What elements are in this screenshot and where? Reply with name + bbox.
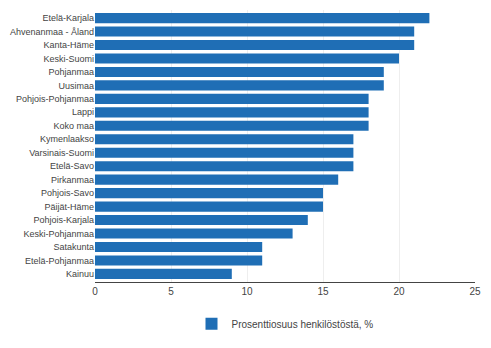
svg-text:Kanta-Häme: Kanta-Häme	[43, 40, 94, 50]
svg-text:Uusimaa: Uusimaa	[58, 81, 94, 91]
svg-text:Pohjois-Pohjanmaa: Pohjois-Pohjanmaa	[16, 94, 94, 104]
svg-text:Etelä-Pohjanmaa: Etelä-Pohjanmaa	[25, 256, 94, 266]
svg-text:25: 25	[469, 286, 481, 297]
svg-text:Kainuu: Kainuu	[66, 269, 94, 279]
svg-text:20: 20	[393, 286, 405, 297]
svg-text:Keski-Suomi: Keski-Suomi	[43, 54, 94, 64]
svg-text:Kymenlaakso: Kymenlaakso	[40, 134, 94, 144]
svg-text:Keski-Pohjanmaa: Keski-Pohjanmaa	[23, 229, 94, 239]
svg-text:0: 0	[92, 286, 98, 297]
svg-text:Pohjanmaa: Pohjanmaa	[48, 67, 94, 77]
svg-text:Lappi: Lappi	[72, 107, 94, 117]
svg-text:5: 5	[168, 286, 174, 297]
svg-text:Etelä-Karjala: Etelä-Karjala	[42, 13, 94, 23]
svg-text:Prosenttiosuus henkilöstöstä,: Prosenttiosuus henkilöstöstä, %	[232, 319, 374, 330]
svg-text:Satakunta: Satakunta	[53, 242, 94, 252]
svg-text:Pirkanmaa: Pirkanmaa	[51, 175, 94, 185]
svg-text:Etelä-Savo: Etelä-Savo	[50, 161, 94, 171]
svg-text:Pohjois-Karjala: Pohjois-Karjala	[33, 215, 94, 225]
svg-text:Koko maa: Koko maa	[53, 121, 94, 131]
svg-text:Pohjois-Savo: Pohjois-Savo	[41, 188, 94, 198]
svg-text:Varsinais-Suomi: Varsinais-Suomi	[29, 148, 94, 158]
svg-text:Päijät-Häme: Päijät-Häme	[44, 202, 94, 212]
svg-text:Ahvenanmaa - Åland: Ahvenanmaa - Åland	[10, 27, 94, 37]
svg-text:10: 10	[241, 286, 253, 297]
svg-text:15: 15	[317, 286, 329, 297]
